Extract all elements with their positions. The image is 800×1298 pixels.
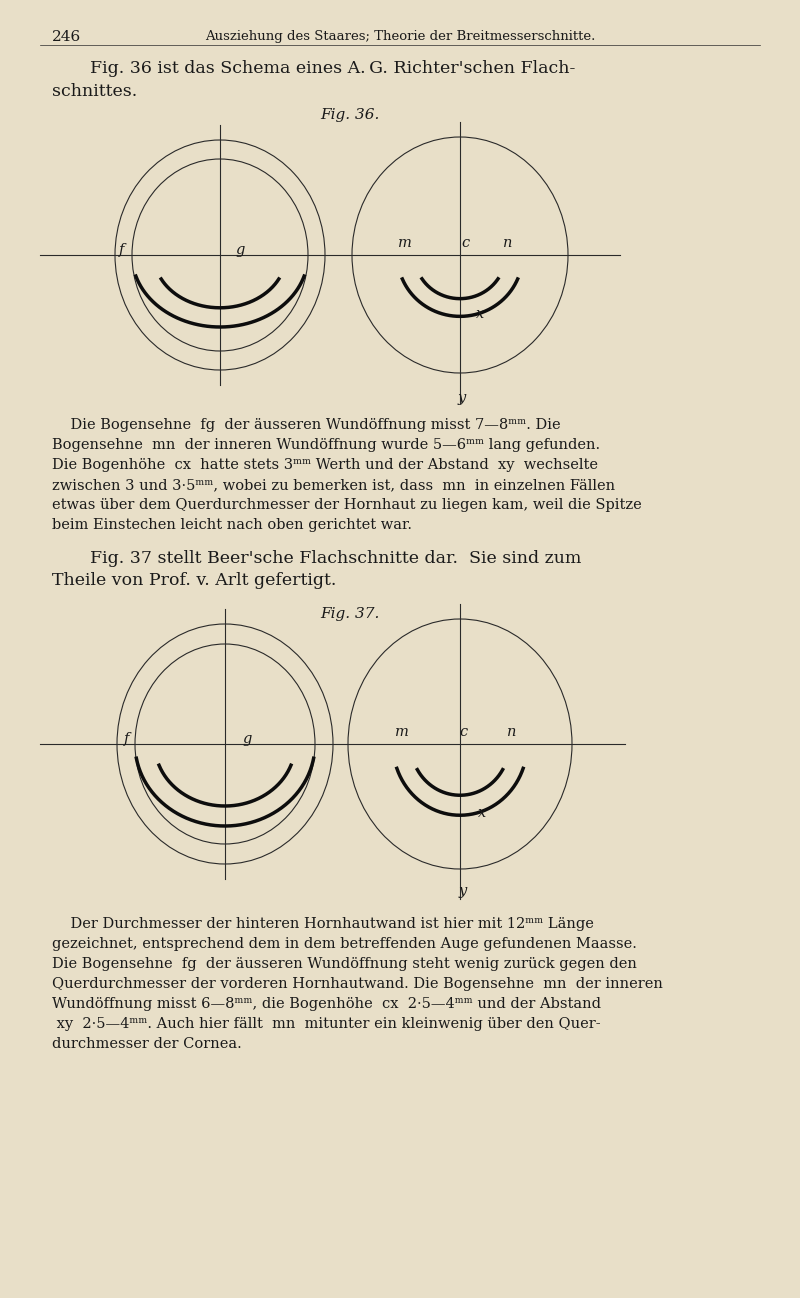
- Text: m: m: [395, 726, 409, 739]
- Text: Ausziehung des Staares; Theorie der Breitmesserschnitte.: Ausziehung des Staares; Theorie der Brei…: [205, 30, 595, 43]
- Text: Querdurchmesser der vorderen Hornhautwand. Die Bogensehne  mn  der inneren: Querdurchmesser der vorderen Hornhautwan…: [52, 977, 663, 990]
- Text: x: x: [478, 806, 486, 820]
- Text: schnittes.: schnittes.: [52, 83, 138, 100]
- Text: m: m: [398, 236, 412, 251]
- Text: etwas über dem Querdurchmesser der Hornhaut zu liegen kam, weil die Spitze: etwas über dem Querdurchmesser der Hornh…: [52, 498, 642, 511]
- Text: zwischen 3 und 3·5ᵐᵐ, wobei zu bemerken ist, dass  mn  in einzelnen Fällen: zwischen 3 und 3·5ᵐᵐ, wobei zu bemerken …: [52, 478, 615, 492]
- Text: Die Bogensehne  fg  der äusseren Wundöffnung steht wenig zurück gegen den: Die Bogensehne fg der äusseren Wundöffnu…: [52, 957, 637, 971]
- Text: 246: 246: [52, 30, 82, 44]
- Text: Die Bogensehne  fg  der äusseren Wundöffnung misst 7—8ᵐᵐ. Die: Die Bogensehne fg der äusseren Wundöffnu…: [52, 418, 561, 432]
- Text: beim Einstechen leicht nach oben gerichtet war.: beim Einstechen leicht nach oben gericht…: [52, 518, 412, 532]
- Text: n: n: [503, 236, 513, 251]
- Text: y: y: [458, 391, 466, 405]
- Text: xy  2·5—4ᵐᵐ. Auch hier fällt  mn  mitunter ein kleinwenig über den Quer-: xy 2·5—4ᵐᵐ. Auch hier fällt mn mitunter …: [52, 1018, 601, 1031]
- Text: Der Durchmesser der hinteren Hornhautwand ist hier mit 12ᵐᵐ Länge: Der Durchmesser der hinteren Hornhautwan…: [52, 916, 594, 931]
- Text: g: g: [235, 243, 245, 257]
- Text: Fig. 36.: Fig. 36.: [320, 108, 380, 122]
- Text: c: c: [459, 726, 467, 739]
- Text: c: c: [461, 236, 469, 251]
- Text: Fig. 37 stellt Beer'sche Flachschnitte dar.  Sie sind zum: Fig. 37 stellt Beer'sche Flachschnitte d…: [90, 550, 582, 567]
- Text: y: y: [459, 884, 467, 898]
- Text: Die Bogenhöhe  cx  hatte stets 3ᵐᵐ Werth und der Abstand  xy  wechselte: Die Bogenhöhe cx hatte stets 3ᵐᵐ Werth u…: [52, 458, 598, 472]
- Text: Fig. 37.: Fig. 37.: [320, 607, 380, 620]
- Text: n: n: [507, 726, 517, 739]
- Text: Theile von Prof. v. Arlt gefertigt.: Theile von Prof. v. Arlt gefertigt.: [52, 572, 336, 589]
- Text: durchmesser der Cornea.: durchmesser der Cornea.: [52, 1037, 242, 1051]
- Text: g: g: [242, 732, 252, 746]
- Text: x: x: [476, 308, 484, 321]
- Text: Bogensehne  mn  der inneren Wundöffnung wurde 5—6ᵐᵐ lang gefunden.: Bogensehne mn der inneren Wundöffnung wu…: [52, 437, 600, 452]
- Text: gezeichnet, entsprechend dem in dem betreffenden Auge gefundenen Maasse.: gezeichnet, entsprechend dem in dem betr…: [52, 937, 637, 951]
- Text: Fig. 36 ist das Schema eines A. G. Richter'schen Flach-: Fig. 36 ist das Schema eines A. G. Richt…: [90, 60, 575, 77]
- Text: Wundöffnung misst 6—8ᵐᵐ, die Bogenhöhe  cx  2·5—4ᵐᵐ und der Abstand: Wundöffnung misst 6—8ᵐᵐ, die Bogenhöhe c…: [52, 997, 601, 1011]
- Text: f: f: [124, 732, 130, 746]
- Text: f: f: [119, 243, 125, 257]
